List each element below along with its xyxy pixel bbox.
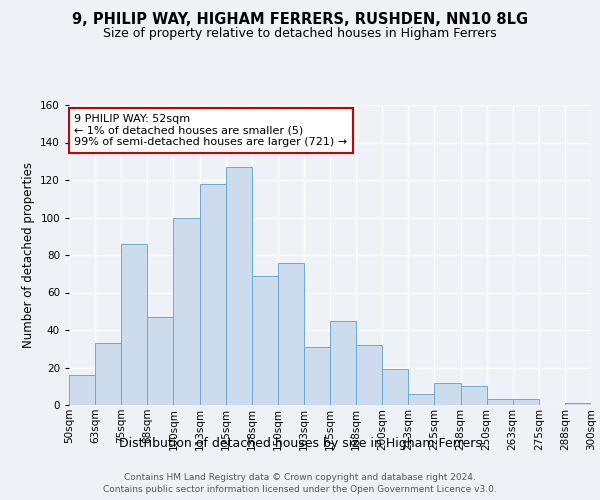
Bar xyxy=(487,400,513,405)
Bar xyxy=(565,403,591,405)
Bar xyxy=(330,320,356,405)
Text: Contains HM Land Registry data © Crown copyright and database right 2024.: Contains HM Land Registry data © Crown c… xyxy=(124,472,476,482)
Bar xyxy=(304,347,330,405)
Bar xyxy=(69,375,95,405)
Bar xyxy=(434,382,461,405)
Text: 9, PHILIP WAY, HIGHAM FERRERS, RUSHDEN, NN10 8LG: 9, PHILIP WAY, HIGHAM FERRERS, RUSHDEN, … xyxy=(72,12,528,28)
Bar xyxy=(95,343,121,405)
Bar xyxy=(382,370,409,405)
Y-axis label: Number of detached properties: Number of detached properties xyxy=(22,162,35,348)
Bar xyxy=(173,218,199,405)
Bar xyxy=(252,276,278,405)
Bar xyxy=(461,386,487,405)
Text: Distribution of detached houses by size in Higham Ferrers: Distribution of detached houses by size … xyxy=(119,438,481,450)
Bar xyxy=(278,262,304,405)
Bar xyxy=(356,345,382,405)
Bar xyxy=(199,184,226,405)
Bar xyxy=(148,317,173,405)
Bar xyxy=(121,244,148,405)
Bar xyxy=(409,394,434,405)
Text: 9 PHILIP WAY: 52sqm
← 1% of detached houses are smaller (5)
99% of semi-detached: 9 PHILIP WAY: 52sqm ← 1% of detached hou… xyxy=(74,114,347,147)
Bar xyxy=(513,400,539,405)
Text: Size of property relative to detached houses in Higham Ferrers: Size of property relative to detached ho… xyxy=(103,28,497,40)
Text: Contains public sector information licensed under the Open Government Licence v3: Contains public sector information licen… xyxy=(103,485,497,494)
Bar xyxy=(226,167,252,405)
